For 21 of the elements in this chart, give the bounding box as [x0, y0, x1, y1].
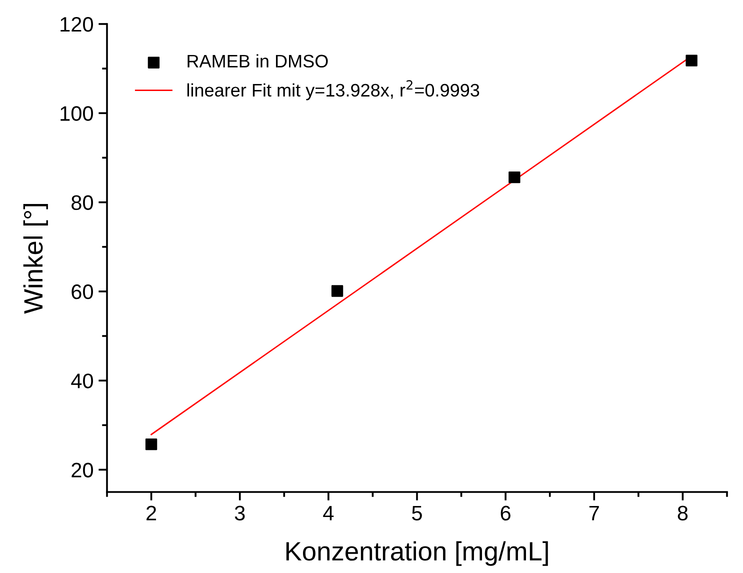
legend-label: RAMEB in DMSO [188, 54, 328, 68]
x-tick-label: 5 [412, 506, 422, 520]
y-tick-label: 60 [72, 284, 93, 300]
legend-label: linearer Fit mit y=13.928x, r$^{2}$=0.9993 [187, 80, 480, 100]
point [145, 438, 158, 450]
x-tick-label: 2 [146, 506, 156, 520]
x-tick-label: 7 [589, 506, 599, 520]
y-tick-label: 120 [60, 17, 93, 32]
point [331, 285, 344, 297]
x-tick-label: 8 [678, 506, 688, 520]
y-tick-label: 40 [71, 374, 93, 388]
x-tick-label: 3 [234, 506, 245, 520]
point [686, 54, 698, 66]
y-axis-title: Winkel [°] [23, 204, 48, 314]
y-tick-label: 100 [60, 106, 93, 121]
x-axis-title: Konzentration [mg/mL] [286, 541, 548, 566]
x-tick-label: 4 [323, 506, 334, 520]
y-tick-label: 80 [72, 195, 93, 210]
y-tick-label: 20 [72, 462, 93, 478]
x-tick-label: 6 [500, 506, 510, 520]
point [508, 171, 520, 184]
